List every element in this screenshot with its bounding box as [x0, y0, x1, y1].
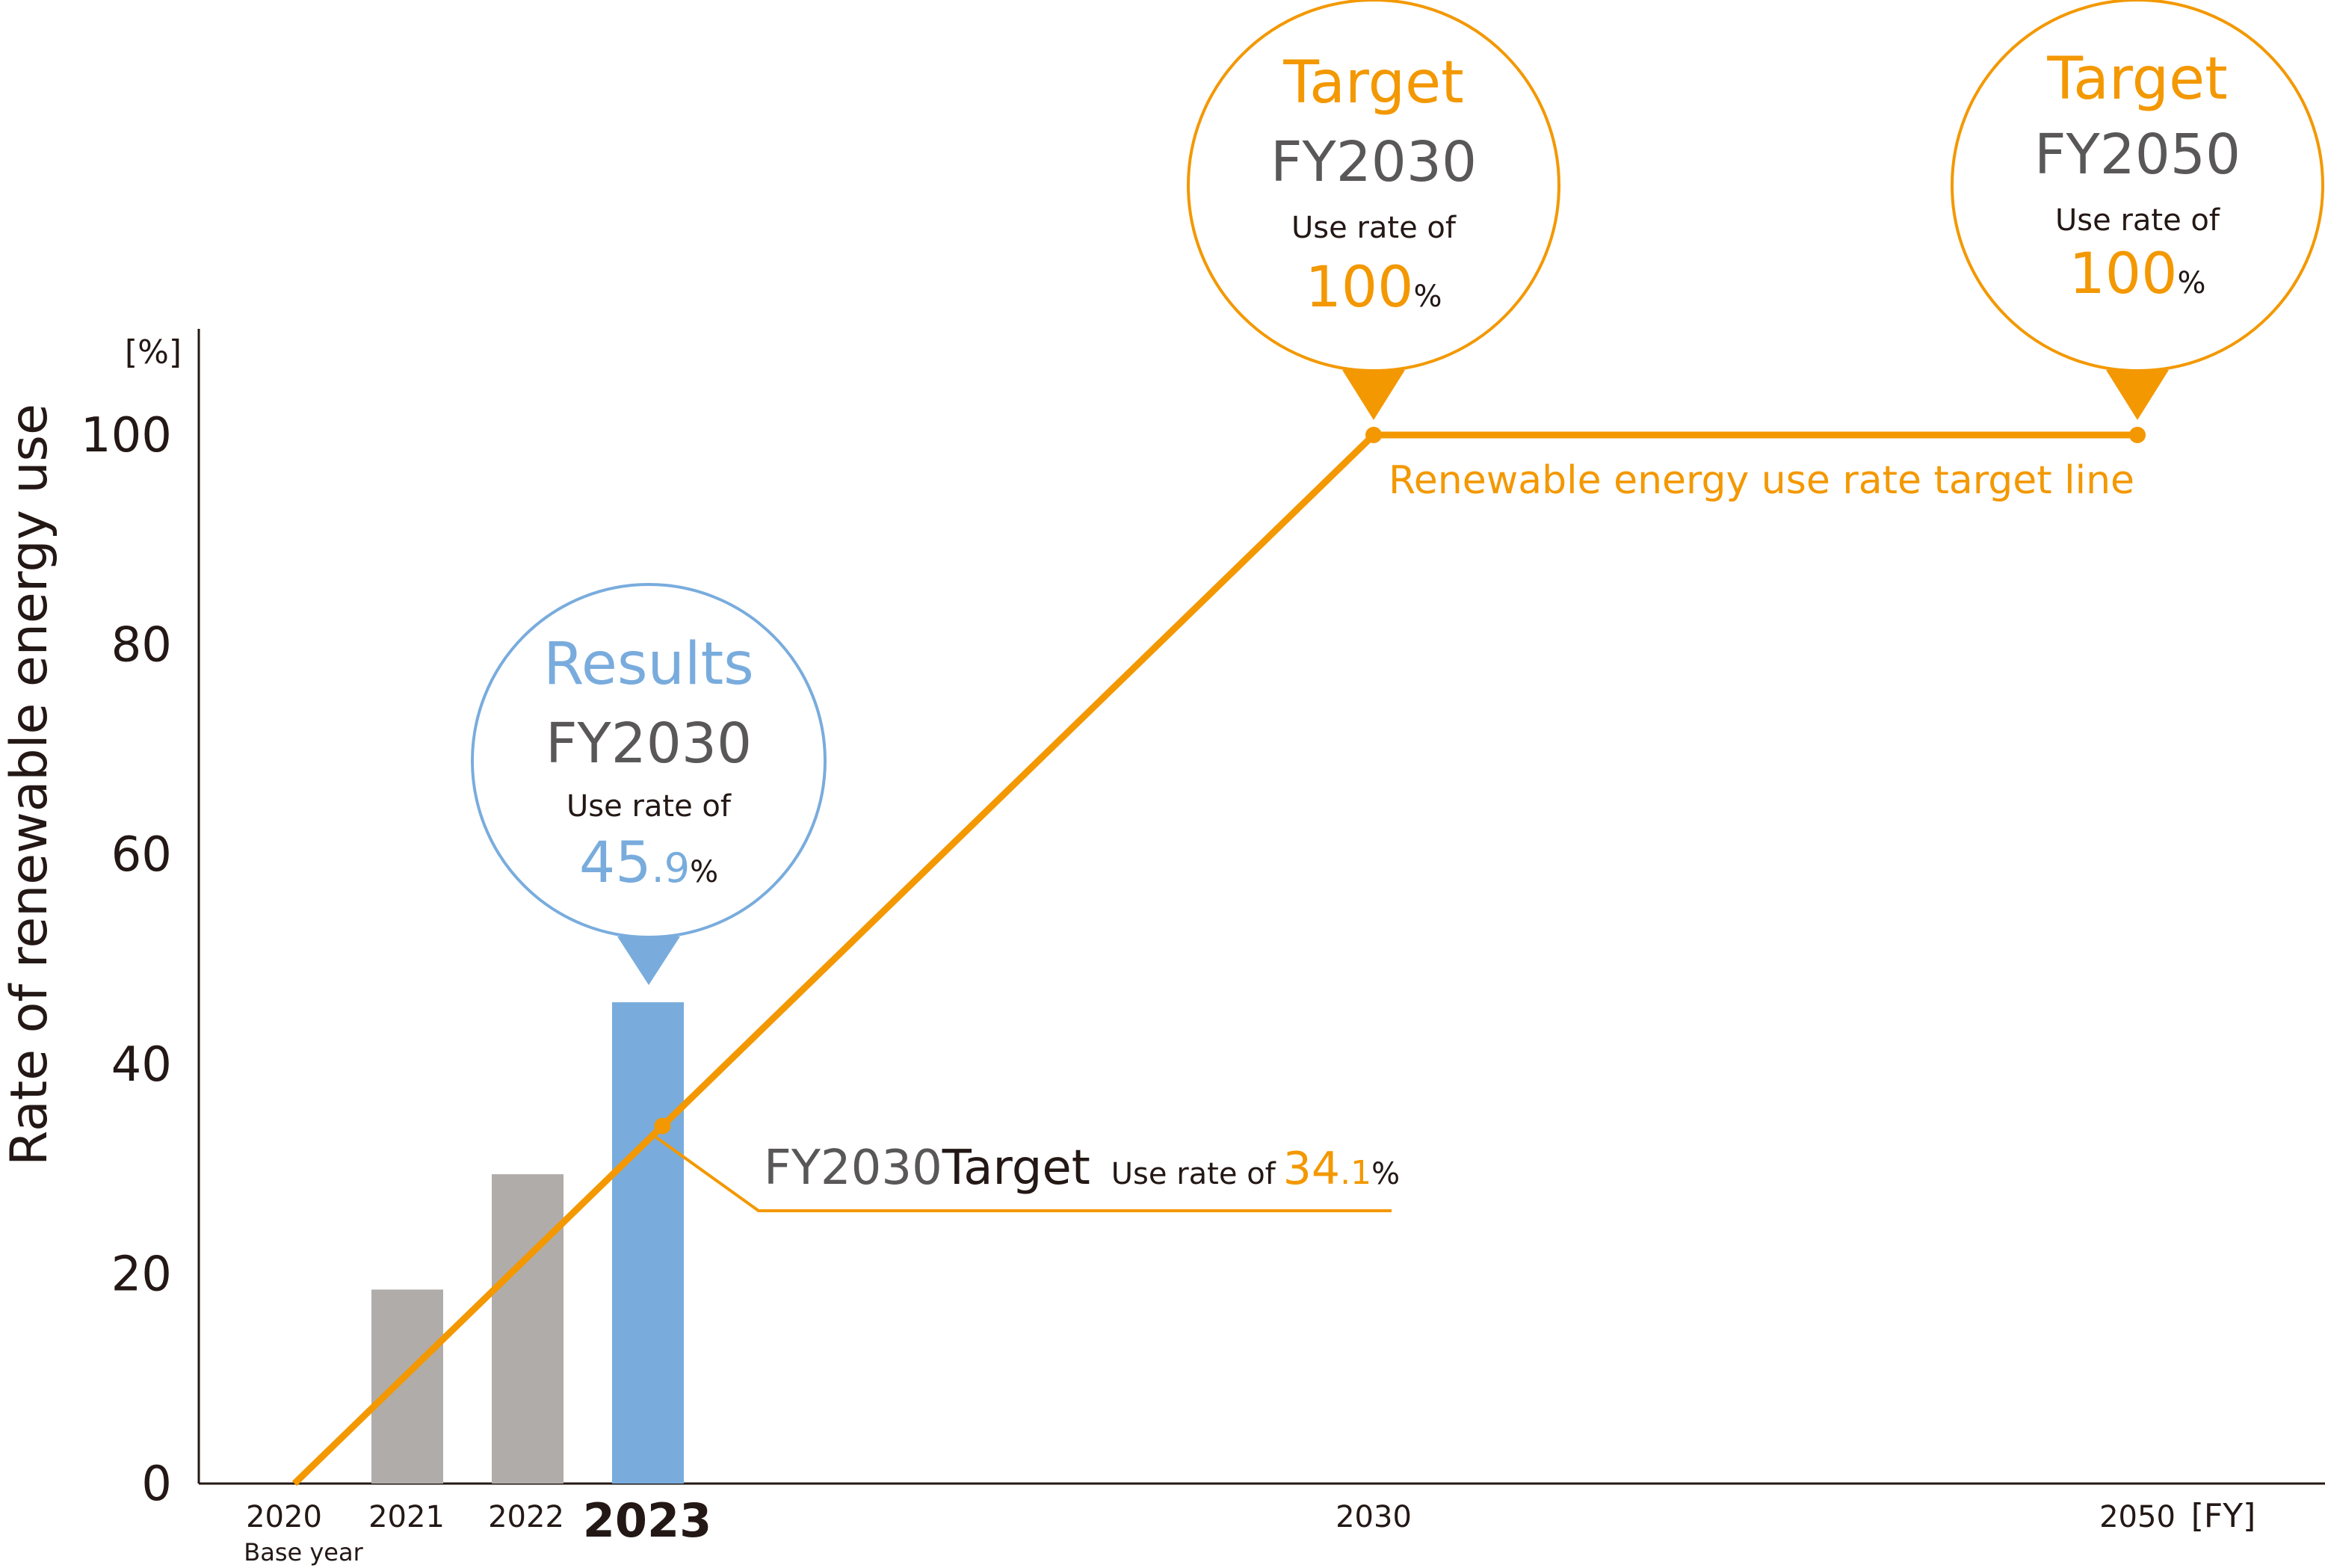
target-point-2030	[1365, 427, 1382, 443]
target-2050-value: 100%	[2069, 240, 2205, 306]
results-bubble-pointer	[617, 936, 680, 985]
target-2050-bubble-pointer	[2106, 370, 2169, 420]
target-2030-bubble-pointer	[1342, 370, 1405, 420]
x-tick-base-year: Base year	[244, 1538, 363, 1567]
target-2030-title: Target	[1282, 49, 1463, 117]
target-2050-title: Target	[2046, 46, 2227, 113]
y-tick-40: 40	[111, 1037, 172, 1093]
y-tick-100: 100	[81, 408, 172, 463]
callout-value-int: 34	[1283, 1143, 1340, 1195]
y-tick-labels: 0 20 40 60 80 100	[81, 408, 172, 1512]
x-axis-unit: [FY]	[2191, 1497, 2256, 1535]
x-tick-2030: 2030	[1336, 1500, 1412, 1534]
bars	[371, 1002, 684, 1484]
target-line	[291, 431, 2137, 1487]
x-tick-2021: 2021	[368, 1500, 445, 1534]
x-tick-2020: 2020	[246, 1500, 322, 1534]
target-2030-bubble: Target FY2030 Use rate of 100%	[1187, 0, 1560, 420]
target-point-2023	[654, 1117, 671, 1135]
results-bubble-title: Results	[543, 631, 754, 698]
bar-2022	[492, 1174, 564, 1484]
callout-2023: FY2030Target Use rate of 34.1%	[764, 1140, 1400, 1196]
target-2030-use-rate: Use rate of	[1291, 211, 1457, 245]
callout-unit: %	[1371, 1157, 1400, 1191]
callout-fy: FY2030	[764, 1140, 942, 1196]
results-bubble-use-rate: Use rate of	[566, 789, 732, 824]
bar-2023	[612, 1002, 684, 1484]
bar-2021	[371, 1289, 443, 1484]
y-tick-0: 0	[141, 1457, 172, 1512]
target-2030-value: 100%	[1305, 253, 1442, 320]
results-bubble-value: 45.9%	[579, 829, 718, 895]
y-axis-unit: [%]	[125, 333, 182, 371]
y-tick-20: 20	[111, 1247, 172, 1302]
target-2050-bubble: Target FY2050 Use rate of 100%	[1951, 0, 2324, 420]
results-bubble-fy: FY2030	[546, 712, 752, 776]
y-tick-60: 60	[111, 827, 172, 883]
target-2050-use-rate: Use rate of	[2055, 203, 2220, 238]
callout-leader-line	[649, 1132, 1392, 1212]
callout-use-rate: Use rate of	[1111, 1157, 1276, 1191]
x-tick-2023: 2023	[583, 1493, 712, 1548]
results-bubble: Results FY2030 Use rate of 45.9%	[471, 583, 827, 985]
target-2050-fy: FY2050	[2034, 123, 2241, 187]
target-point-2050	[2129, 427, 2146, 443]
callout-target-word: Target	[942, 1140, 1090, 1196]
x-tick-2050: 2050	[2099, 1500, 2176, 1534]
y-tick-80: 80	[111, 618, 172, 673]
y-axis-title: Rate of renewable energy use	[0, 404, 59, 1166]
x-tick-2022: 2022	[488, 1500, 564, 1534]
target-2030-fy: FY2030	[1270, 130, 1477, 194]
callout-value-dec: .1	[1340, 1154, 1371, 1192]
target-line-label: Renewable energy use rate target line	[1389, 458, 2134, 503]
